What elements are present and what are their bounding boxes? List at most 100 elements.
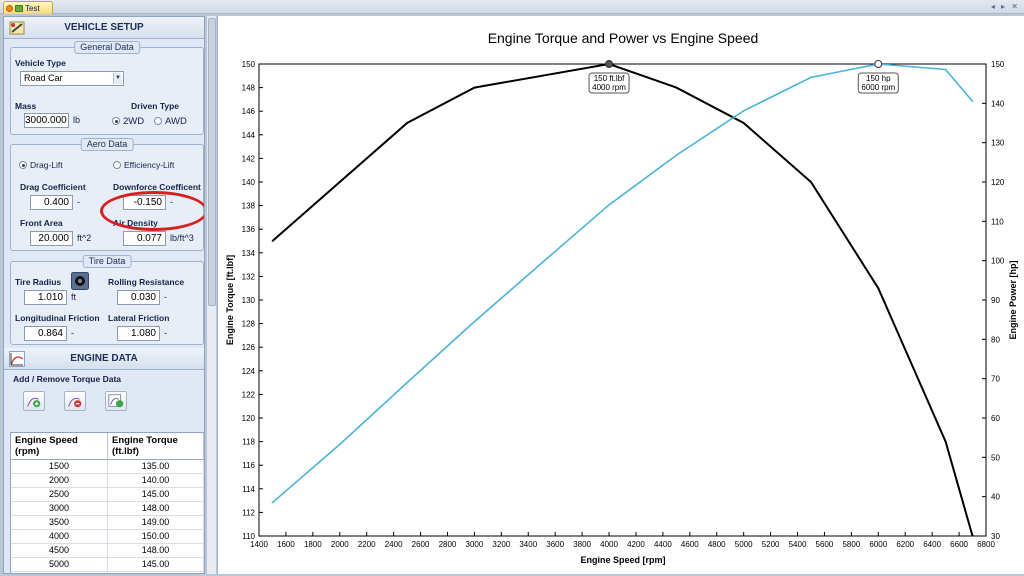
tab-test[interactable]: Test	[3, 1, 53, 14]
table-row[interactable]: 4500 148.00	[11, 544, 204, 558]
vehicle-setup-panel: VEHICLE SETUP General Data Vehicle Type …	[3, 16, 205, 574]
downforce-coefficient-label: Downforce Coefficent	[113, 182, 201, 192]
engine-speed-cell[interactable]: 1500	[11, 460, 108, 473]
mass-field[interactable]: 3000.000	[24, 113, 69, 128]
engine-torque-cell[interactable]: 140.00	[108, 572, 204, 573]
x-tick-label: 4600	[681, 540, 699, 549]
table-row[interactable]: 2500 145.00	[11, 488, 204, 502]
front-area-field[interactable]: 20.000	[30, 231, 73, 246]
engine-torque-cell[interactable]: 145.00	[108, 558, 204, 571]
remove-torque-row-button[interactable]	[64, 391, 86, 411]
tire-radius-unit: ft	[71, 292, 77, 302]
engine-torque-cell[interactable]: 149.00	[108, 516, 204, 529]
annotation-marker[interactable]	[874, 60, 883, 68]
vehicle-setup-header[interactable]: VEHICLE SETUP	[4, 17, 204, 39]
left-y-tick-label: 144	[242, 131, 256, 140]
left-y-tick-label: 124	[242, 367, 256, 376]
vehicle-type-select[interactable]: Road Car ▼	[20, 71, 124, 86]
left-y-tick-label: 118	[242, 438, 255, 447]
left-panel-scrollbar[interactable]	[206, 16, 216, 574]
torque-point	[338, 181, 341, 183]
left-y-tick-label: 128	[242, 320, 256, 329]
chevron-down-icon[interactable]: ▼	[113, 73, 122, 84]
engine-speed-cell[interactable]: 5500	[11, 572, 108, 573]
highlight-circle	[100, 191, 204, 231]
left-y-tick-label: 142	[242, 154, 256, 163]
rolling-resistance-field[interactable]: 0.030	[117, 290, 160, 305]
radio-awd[interactable]	[154, 117, 162, 125]
engine-speed-cell[interactable]: 2000	[11, 474, 108, 487]
left-y-tick-label: 122	[242, 390, 256, 399]
power-point	[271, 501, 274, 504]
add-curve-icon	[27, 397, 41, 408]
chart-title: Engine Torque and Power vs Engine Speed	[488, 30, 759, 46]
engine-torque-cell[interactable]: 148.00	[108, 544, 204, 557]
power-point	[675, 154, 678, 157]
table-row[interactable]: 5500140.00	[11, 572, 204, 573]
right-y-axis: 30 40 50 60 70 80 90 100 110 120 130 140 150	[982, 60, 1005, 541]
table-row[interactable]: 1500 135.00	[11, 460, 204, 474]
air-density-field[interactable]: 0.077	[123, 231, 166, 246]
aero-data-title: Aero Data	[80, 138, 134, 151]
engine-data-header[interactable]: ENGINE DATA	[4, 348, 204, 370]
tire-icon[interactable]	[71, 272, 89, 290]
engine-speed-cell[interactable]: 3000	[11, 502, 108, 515]
right-y-tick-label: 140	[991, 99, 1005, 108]
x-tick-label: 3800	[573, 540, 591, 549]
annotation-box	[588, 72, 630, 94]
table-row[interactable]: 3500 149.00	[11, 516, 204, 530]
engine-speed-cell[interactable]: 4000	[11, 530, 108, 543]
table-row[interactable]: 5000 145.00	[11, 558, 204, 572]
table-row[interactable]: 2000 140.00	[11, 474, 204, 488]
left-y-tick-label: 150	[242, 60, 256, 69]
x-tick-label: 2600	[412, 540, 430, 549]
engine-torque-cell[interactable]: 148.00	[108, 502, 204, 515]
edit-torque-data-button[interactable]	[105, 391, 127, 411]
torque-table-body: 1500 135.00 2000 140.00 2500 145.00 3000 148.00…	[11, 460, 204, 573]
engine-speed-cell[interactable]: 3500	[11, 516, 108, 529]
close-tab-icon[interactable]	[6, 4, 13, 12]
x-tick-label: 1400	[250, 540, 268, 549]
longitudinal-friction-field[interactable]: 0.864	[24, 326, 67, 341]
x-tick-label: 4000	[600, 540, 618, 549]
scrollbar-thumb[interactable]	[208, 18, 216, 306]
engine-torque-cell[interactable]: 150.00	[108, 530, 204, 543]
right-y-tick-label: 90	[991, 296, 1000, 305]
drag-coefficient-field[interactable]: 0.400	[30, 195, 73, 210]
tire-radius-field[interactable]: 1.010	[24, 290, 67, 305]
x-tick-label: 4400	[654, 540, 672, 549]
tab-navigation-arrows-icon[interactable]: ◂ ▸ ✕	[990, 2, 1020, 11]
engine-speed-column-header[interactable]: Engine Speed (rpm)	[11, 433, 108, 459]
add-torque-row-button[interactable]	[23, 391, 45, 411]
x-tick-label: 2200	[358, 540, 376, 549]
table-row[interactable]: 4000 150.00	[11, 530, 204, 544]
engine-torque-cell[interactable]: 145.00	[108, 488, 204, 501]
chart-panel: Engine Torque and Power vs Engine Speed …	[217, 16, 1024, 574]
x-tick-label: 4200	[627, 540, 645, 549]
radio-drag-lift-label: Drag-Lift	[30, 160, 63, 170]
radio-drag-lift[interactable]	[19, 161, 27, 169]
vehicle-setup-title: VEHICLE SETUP	[64, 22, 144, 33]
annotation-marker[interactable]	[605, 60, 614, 68]
engine-speed-cell[interactable]: 2500	[11, 488, 108, 501]
annotation-box	[857, 72, 899, 94]
engine-speed-header-line2: (rpm)	[15, 446, 40, 457]
engine-torque-cell[interactable]: 140.00	[108, 474, 204, 487]
engine-torque-cell[interactable]: 135.00	[108, 460, 204, 473]
radio-2wd[interactable]	[112, 117, 120, 125]
torque-point	[406, 122, 408, 124]
mass-label: Mass	[15, 101, 37, 111]
engine-speed-cell[interactable]: 4500	[11, 544, 108, 557]
right-y-tick-label: 110	[991, 217, 1004, 226]
longitudinal-friction-label: Longitudinal Friction	[15, 313, 100, 323]
lateral-friction-field[interactable]: 1.080	[117, 326, 160, 341]
right-y-tick-label: 40	[991, 493, 1000, 502]
engine-torque-column-header[interactable]: Engine Torque (ft.lbf)	[108, 433, 204, 459]
torque-series-line	[271, 64, 974, 536]
x-tick-label: 3000	[466, 540, 484, 549]
x-tick-label: 6600	[950, 540, 968, 549]
table-row[interactable]: 3000 148.00	[11, 502, 204, 516]
engine-speed-cell[interactable]: 5000	[11, 558, 108, 571]
torque-point	[271, 240, 274, 242]
radio-efficiency-lift[interactable]	[113, 161, 121, 169]
